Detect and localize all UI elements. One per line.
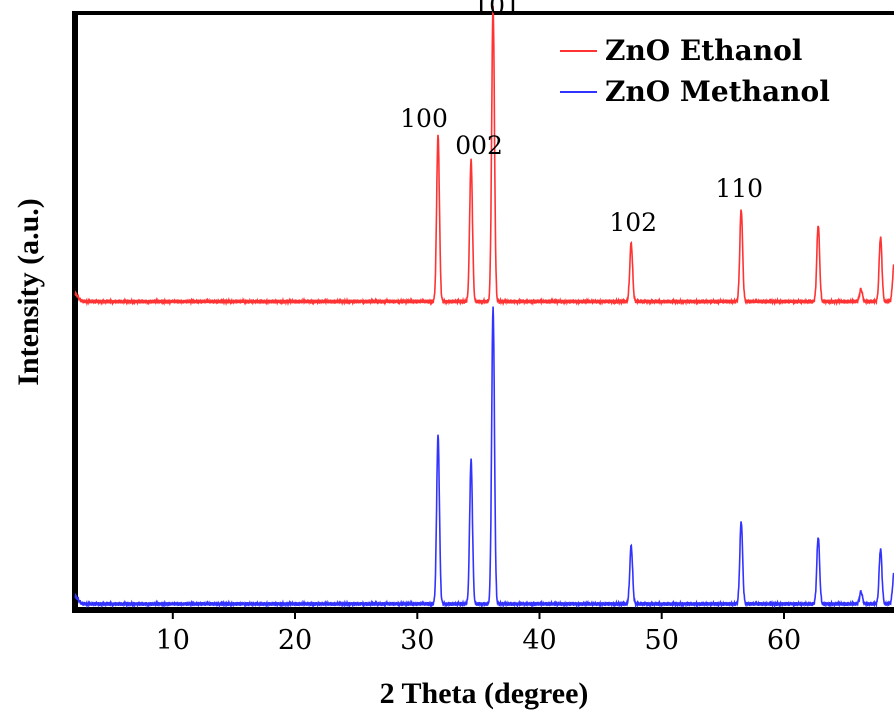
x-axis-title: 2 Theta (degree) — [380, 677, 589, 710]
peak-label-002: 002 — [455, 131, 503, 160]
peak-label-110: 110 — [715, 174, 763, 203]
peak-label-101: 101 — [473, 0, 521, 20]
x-tick-label-30: 30 — [400, 625, 434, 656]
x-tick-label-10: 10 — [156, 625, 190, 656]
x-tick-label-20: 20 — [278, 625, 312, 656]
x-tick-label-50: 50 — [645, 625, 679, 656]
legend-label-ethanol: ZnO Ethanol — [605, 34, 802, 67]
series-line-zno-methanol — [74, 306, 894, 609]
series-layer — [74, 6, 894, 609]
x-tick-label-40: 40 — [522, 625, 556, 656]
y-axis-title: Intensity (a.u.) — [12, 198, 45, 386]
peak-label-102: 102 — [609, 208, 657, 237]
x-tick-label-60: 60 — [767, 625, 801, 656]
plot-frame — [72, 11, 894, 613]
legend-label-methanol: ZnO Methanol — [605, 75, 830, 108]
series-line-zno-ethanol — [74, 6, 894, 307]
legend: ZnO Ethanol ZnO Methanol — [560, 34, 830, 108]
x-ticks: 10 20 30 40 50 60 — [156, 610, 801, 656]
peak-label-100: 100 — [400, 104, 448, 133]
